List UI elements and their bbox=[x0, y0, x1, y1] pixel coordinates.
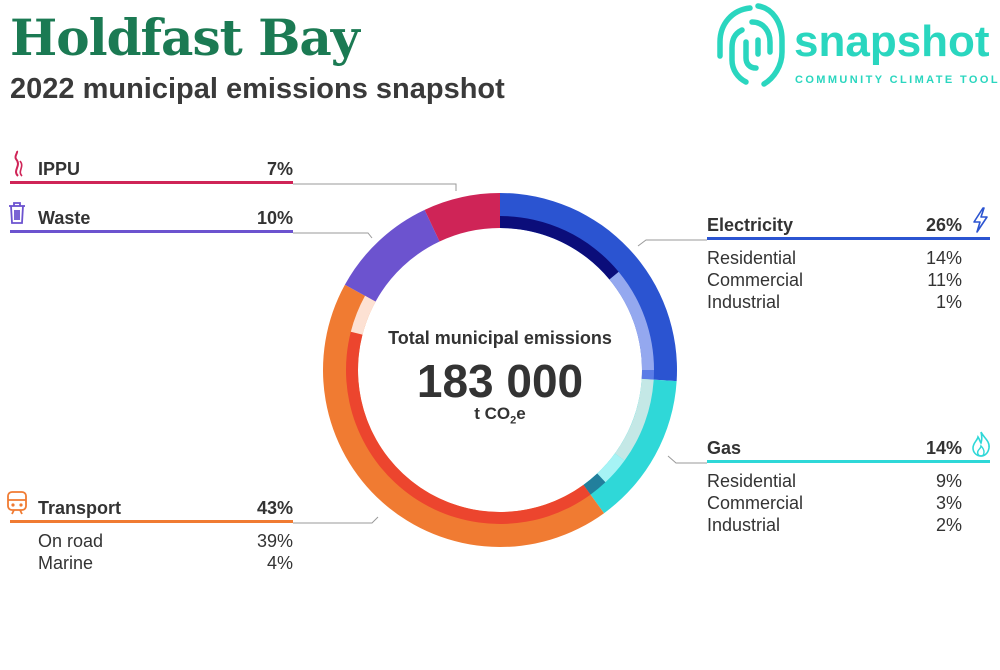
electricity-sub-industrial: Industrial 1% bbox=[707, 292, 962, 312]
bin-icon bbox=[9, 202, 25, 224]
subsector-transport-marine bbox=[350, 295, 376, 335]
transport-label: Transport bbox=[38, 498, 122, 518]
page-subtitle: 2022 municipal emissions snapshot bbox=[10, 73, 505, 105]
leader-line-ippu bbox=[293, 183, 457, 191]
subsector-electricity-residential bbox=[500, 216, 619, 280]
gas-subsectors: Residential 9% Commercial 3% Industrial 2% bbox=[707, 469, 962, 535]
transport-sub-on-road: On road 39% bbox=[38, 531, 293, 551]
smokestack-icon bbox=[14, 150, 23, 177]
sector-transport bbox=[323, 284, 605, 547]
leader-line-electricity bbox=[637, 239, 707, 247]
electricity-sub-residential: Residential 14% bbox=[707, 248, 962, 268]
electricity-subsectors: Residential 14% Commercial 11% Industrial 1… bbox=[707, 246, 962, 312]
ippu-percent: 7% bbox=[266, 159, 293, 179]
waste-percent: 10% bbox=[256, 208, 293, 228]
subsector-ring bbox=[346, 216, 654, 524]
gas-sub-residential: Residential 9% bbox=[707, 471, 962, 491]
logo-wordmark: snapshot bbox=[794, 17, 990, 66]
electricity-percent: 26% bbox=[925, 215, 962, 235]
transport-sub-marine: Marine 4% bbox=[38, 553, 293, 573]
ippu-label: IPPU bbox=[38, 159, 81, 179]
subsector-gas-residential bbox=[614, 378, 654, 461]
sector-electricity bbox=[500, 193, 677, 382]
subsector-gas-commercial bbox=[597, 453, 625, 483]
leader-line-waste bbox=[293, 232, 373, 239]
center-total-value: 183 000 bbox=[416, 355, 584, 407]
fingerprint-logo-icon bbox=[717, 3, 785, 87]
legend-waste: Waste 10% bbox=[10, 205, 293, 233]
subsector-electricity-commercial bbox=[609, 271, 654, 370]
page-title: Holdfast Bay bbox=[10, 8, 360, 67]
legend-electricity: Electricity 26% Residential 14% Commercia… bbox=[707, 212, 990, 312]
gas-sub-commercial: Commercial 3% bbox=[707, 493, 962, 513]
gas-percent: 14% bbox=[925, 438, 962, 458]
gas-sub-industrial: Industrial 2% bbox=[707, 515, 962, 535]
leader-line-gas bbox=[667, 455, 707, 464]
sector-ippu bbox=[424, 193, 500, 242]
center-label: Total municipal emissions bbox=[388, 328, 612, 348]
legend-transport: Transport 43% On road 39% Marine 4% bbox=[10, 495, 293, 573]
gas-rule bbox=[707, 460, 990, 463]
train-icon bbox=[7, 491, 27, 515]
center-unit: t CO2e bbox=[474, 404, 526, 427]
waste-label: Waste bbox=[38, 208, 91, 228]
legend-ippu: IPPU 7% bbox=[10, 156, 293, 184]
logo-tagline: COMMUNITY CLIMATE TOOL bbox=[795, 74, 1000, 86]
subsector-gas-industrial bbox=[583, 473, 606, 495]
transport-percent: 43% bbox=[256, 498, 293, 518]
ippu-rule bbox=[10, 181, 293, 184]
subsector-transport-on-road bbox=[346, 331, 591, 524]
sector-waste bbox=[344, 209, 440, 302]
electricity-sub-commercial: Commercial 11% bbox=[707, 270, 962, 290]
lightning-icon bbox=[973, 207, 988, 233]
waste-rule bbox=[10, 230, 293, 233]
leader-line-transport bbox=[293, 516, 379, 524]
transport-rule bbox=[10, 520, 293, 523]
subsector-electricity-industrial bbox=[641, 370, 654, 380]
legend-gas: Gas 14% Residential 9% Commercial 3% Indus… bbox=[707, 435, 990, 535]
transport-subsectors: On road 39% Marine 4% bbox=[10, 529, 293, 573]
flame-icon bbox=[972, 431, 990, 457]
snapshot-logo: snapshot COMMUNITY CLIMATE TOOL bbox=[712, 0, 1000, 90]
electricity-label: Electricity bbox=[707, 215, 794, 235]
electricity-rule bbox=[707, 237, 990, 240]
gas-label: Gas bbox=[707, 438, 742, 458]
leader-lines bbox=[293, 183, 707, 524]
